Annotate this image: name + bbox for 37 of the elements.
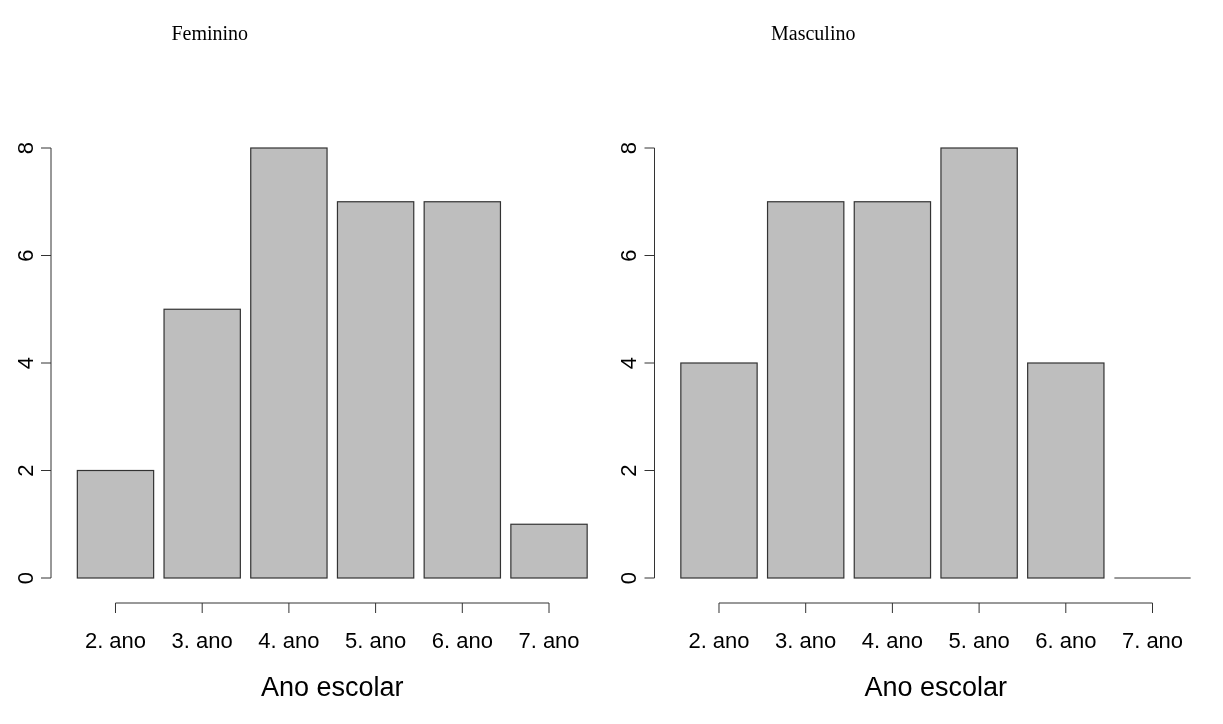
x-tick-label: 2. ano bbox=[688, 628, 750, 653]
y-tick-label: 2 bbox=[12, 464, 38, 477]
y-tick-label: 8 bbox=[616, 141, 641, 155]
bar bbox=[940, 147, 1018, 579]
bar bbox=[163, 308, 241, 579]
x-tick-label: 3. ano bbox=[775, 628, 837, 653]
x-tick-label: 7. ano bbox=[518, 628, 580, 653]
bar bbox=[766, 201, 845, 579]
x-tick-label: 4. ano bbox=[861, 628, 923, 653]
x-tick-label: 5. ano bbox=[948, 628, 1010, 653]
bar bbox=[336, 201, 415, 579]
bar bbox=[423, 201, 502, 579]
y-tick-label: 0 bbox=[616, 571, 641, 585]
bar bbox=[510, 523, 588, 579]
bar bbox=[1027, 362, 1105, 579]
bar bbox=[853, 201, 932, 579]
y-tick-label: 6 bbox=[12, 249, 38, 262]
bar bbox=[250, 147, 328, 579]
x-tick-label: 6. ano bbox=[431, 628, 493, 653]
x-tick-label: 5. ano bbox=[345, 628, 407, 653]
y-tick-label: 4 bbox=[616, 356, 641, 370]
x-axis-title: Ano escolar bbox=[260, 672, 404, 702]
bar bbox=[680, 362, 758, 579]
y-tick-label: 4 bbox=[12, 356, 38, 370]
x-tick-label: 3. ano bbox=[171, 628, 233, 653]
y-tick-label: 8 bbox=[12, 141, 38, 155]
x-tick-label: 7. ano bbox=[1121, 628, 1184, 653]
y-tick-label: 2 bbox=[616, 464, 641, 477]
x-axis-title: Ano escolar bbox=[864, 672, 1008, 702]
y-tick-label: 0 bbox=[12, 571, 38, 585]
chart-title: Masculino bbox=[771, 22, 856, 44]
bar bbox=[76, 469, 155, 579]
x-tick-label: 2. ano bbox=[84, 628, 147, 653]
x-tick-label: 6. ano bbox=[1035, 628, 1097, 653]
y-tick-label: 6 bbox=[616, 249, 641, 262]
chart-title: Feminino bbox=[171, 22, 249, 44]
x-tick-label: 4. ano bbox=[258, 628, 320, 653]
